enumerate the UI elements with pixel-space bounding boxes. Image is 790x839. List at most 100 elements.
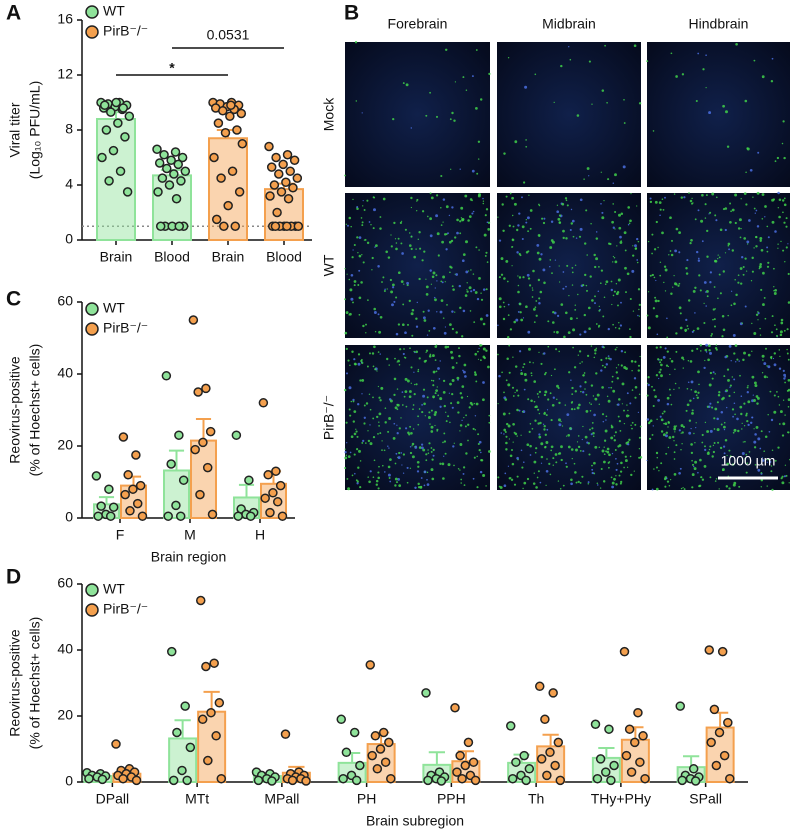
speckle <box>785 246 788 249</box>
speckle <box>596 482 599 484</box>
data-point <box>230 221 241 231</box>
speckle <box>510 478 514 482</box>
x-tick-label: MTt <box>185 791 209 807</box>
speckle <box>773 286 775 288</box>
speckle <box>458 347 460 350</box>
speckle <box>408 433 411 436</box>
speckle <box>733 378 736 381</box>
speckle <box>666 396 670 400</box>
speckle <box>674 368 676 371</box>
speckle <box>451 406 454 409</box>
speckle <box>735 42 738 46</box>
speckle <box>395 296 398 299</box>
speckle <box>624 249 627 252</box>
speckle <box>583 330 587 334</box>
speckle <box>540 253 543 256</box>
speckle <box>406 481 409 484</box>
speckle <box>599 308 601 311</box>
speckle <box>701 240 704 243</box>
speckle <box>512 441 514 443</box>
data-point <box>264 141 274 152</box>
speckle <box>691 330 694 333</box>
speckle <box>691 486 694 489</box>
speckle <box>760 478 764 482</box>
speckle <box>468 406 471 409</box>
speckle <box>717 254 719 256</box>
speckle <box>485 349 488 352</box>
speckle <box>600 467 603 471</box>
legend-marker <box>85 583 99 597</box>
speckle <box>620 480 623 484</box>
speckle <box>596 393 600 397</box>
speckle <box>591 103 593 105</box>
speckle <box>694 286 697 289</box>
data-point <box>265 507 275 518</box>
error-bar <box>598 747 615 758</box>
speckle <box>472 210 475 213</box>
data-point <box>640 773 650 784</box>
speckle <box>448 240 452 244</box>
speckle <box>529 454 532 456</box>
data-point <box>97 774 108 785</box>
speckle <box>747 353 751 357</box>
speckle <box>346 273 348 275</box>
speckle <box>564 197 568 200</box>
speckle <box>356 435 359 438</box>
speckle <box>374 331 377 333</box>
data-point <box>355 760 365 771</box>
speckle <box>602 346 605 349</box>
speckle <box>626 466 629 468</box>
speckle <box>787 243 789 245</box>
speckle <box>373 459 376 462</box>
speckle <box>413 350 416 353</box>
speckle <box>627 440 630 444</box>
data-point <box>174 221 185 231</box>
speckle <box>581 361 583 363</box>
speckle <box>588 402 591 404</box>
speckle <box>757 151 760 154</box>
speckle <box>600 358 603 362</box>
speckle <box>459 168 461 170</box>
x-tick-label: PH <box>357 791 376 807</box>
speckle <box>679 467 682 470</box>
speckle <box>356 448 359 451</box>
speckle <box>449 421 451 424</box>
speckle <box>778 423 781 425</box>
speckle <box>746 419 749 423</box>
speckle <box>411 442 415 446</box>
data-point <box>203 755 213 766</box>
speckle <box>396 432 399 435</box>
speckle <box>767 365 771 369</box>
speckle <box>739 236 742 239</box>
speckle <box>536 392 539 395</box>
speckle <box>654 395 657 398</box>
speckle <box>537 278 541 282</box>
data-point <box>619 646 630 657</box>
speckle <box>533 321 536 323</box>
speckle <box>520 434 522 436</box>
speckle <box>604 44 606 47</box>
speckle <box>636 259 639 261</box>
speckle <box>349 364 351 367</box>
speckle <box>345 421 348 424</box>
speckle <box>662 209 665 211</box>
speckle <box>646 418 650 421</box>
speckle <box>378 396 381 399</box>
speckle <box>435 274 438 277</box>
speckle <box>725 110 728 114</box>
speckle <box>456 376 460 380</box>
speckle <box>647 326 651 330</box>
speckle <box>498 374 501 378</box>
speckle <box>380 386 384 390</box>
speckle <box>675 227 679 231</box>
speckle <box>714 373 716 375</box>
speckle <box>778 215 781 219</box>
speckle <box>782 369 785 373</box>
speckle <box>711 377 714 380</box>
speckle <box>574 390 577 393</box>
speckle <box>751 270 754 273</box>
speckle <box>704 448 707 452</box>
speckle <box>627 224 630 226</box>
speckle <box>605 280 609 284</box>
speckle <box>425 453 428 456</box>
